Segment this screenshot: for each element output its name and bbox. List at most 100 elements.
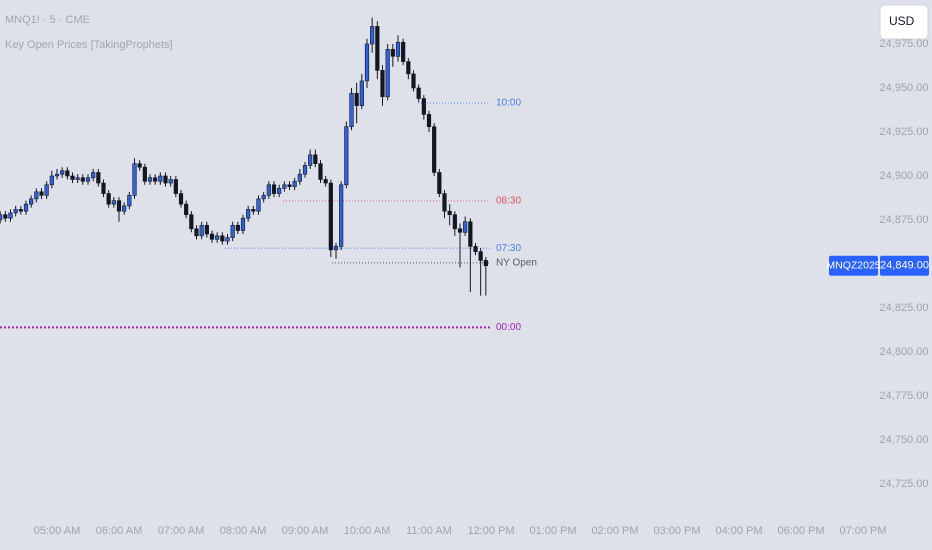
- candle-body: [44, 184, 49, 196]
- candle-body: [246, 209, 251, 219]
- candle-body: [80, 177, 85, 182]
- candle-body: [256, 198, 261, 212]
- candle-body: [137, 163, 142, 168]
- candle-body: [106, 193, 111, 205]
- candle-body: [282, 184, 287, 189]
- candle-body: [225, 237, 230, 242]
- level-label: NY Open: [496, 258, 537, 269]
- price-label: 24,849.00: [880, 260, 929, 272]
- candle-body: [60, 170, 65, 175]
- candle-body: [266, 184, 271, 196]
- candle-body: [426, 114, 432, 128]
- candle-body: [442, 193, 447, 212]
- candle-body: [401, 41, 406, 62]
- candle-body: [23, 203, 29, 212]
- x-tick-label: 09:00 AM: [282, 525, 328, 537]
- level-label: 00:00: [496, 322, 521, 333]
- price-tag: [880, 255, 929, 276]
- candle-body: [184, 203, 189, 215]
- candle-body: [380, 70, 385, 98]
- candle-body: [395, 41, 401, 57]
- candle-body: [483, 260, 488, 267]
- candle-body: [297, 173, 302, 182]
- y-tick-label: 24,725.00: [880, 478, 929, 490]
- x-tick-label: 11:00 AM: [406, 525, 452, 537]
- candle-body: [163, 175, 168, 184]
- candle-body: [111, 200, 116, 205]
- candle-body: [153, 177, 158, 182]
- candle-body: [3, 214, 8, 219]
- candle-body: [49, 175, 54, 186]
- candle-body: [292, 180, 297, 187]
- candle-body: [437, 172, 442, 194]
- candle-body: [308, 154, 313, 166]
- candle-body: [199, 224, 204, 237]
- x-tick-label: 12:00 PM: [467, 525, 514, 537]
- x-tick-label: 06:00 PM: [777, 525, 824, 537]
- candle-body: [96, 172, 101, 184]
- candle-body: [421, 98, 426, 115]
- candle-body: [452, 214, 457, 230]
- y-tick-label: 24,925.00: [880, 126, 929, 138]
- candle-body: [127, 195, 132, 207]
- candle-body: [230, 224, 235, 238]
- candle-body: [354, 92, 359, 106]
- y-tick-label: 24,875.00: [880, 214, 929, 226]
- candle-body: [158, 175, 163, 182]
- candle-body: [18, 209, 23, 212]
- candle-body: [13, 209, 18, 214]
- candle-body: [432, 126, 437, 173]
- currency-label[interactable]: USD: [889, 14, 915, 28]
- candle-body: [240, 217, 246, 231]
- level-label: 08:30: [496, 196, 521, 207]
- x-tick-label: 06:00 AM: [96, 525, 142, 537]
- candle-body: [8, 212, 13, 219]
- candle-body: [323, 179, 328, 184]
- x-tick-label: 07:00 AM: [158, 525, 204, 537]
- currency-button[interactable]: [879, 4, 929, 40]
- candle-body: [204, 224, 209, 235]
- candle-body: [209, 233, 215, 240]
- level-label: 10:00: [496, 98, 521, 109]
- candle-body: [29, 198, 34, 205]
- candle-body: [333, 246, 339, 251]
- candle-body: [220, 235, 225, 242]
- candle-body: [375, 26, 380, 71]
- x-tick-label: 01:00 PM: [529, 525, 576, 537]
- candle-body: [406, 61, 411, 75]
- candle-body: [385, 48, 390, 98]
- candle-body: [116, 200, 122, 212]
- candle-body: [122, 205, 127, 212]
- candle-body: [178, 193, 184, 205]
- candle-body: [39, 191, 44, 196]
- candle-body: [473, 246, 478, 252]
- y-tick-label: 24,975.00: [880, 38, 929, 50]
- candle-body: [287, 184, 292, 187]
- candle-body: [339, 184, 344, 247]
- candle-body: [147, 177, 153, 182]
- candle-body: [34, 191, 39, 200]
- y-tick-label: 24,900.00: [880, 170, 929, 182]
- candle-body: [132, 163, 137, 196]
- symbol-tag: [829, 255, 878, 276]
- candle-body: [457, 228, 463, 233]
- candle-body: [364, 43, 370, 82]
- x-tick-label: 02:00 PM: [591, 525, 638, 537]
- candle-body: [101, 182, 106, 194]
- y-tick-label: 24,825.00: [880, 302, 929, 314]
- indicator-name: Key Open Prices [TakingProphets]: [5, 39, 173, 51]
- candle-body: [251, 209, 256, 212]
- candle-body: [65, 170, 70, 177]
- candle-body: [54, 173, 60, 177]
- y-tick-label: 24,775.00: [880, 390, 929, 402]
- candle-body: [411, 73, 416, 89]
- candle-body: [370, 26, 375, 45]
- candle-body: [318, 163, 323, 180]
- candle-body: [194, 228, 199, 237]
- candle-body: [189, 214, 194, 230]
- x-tick-label: 03:00 PM: [653, 525, 700, 537]
- candle-body: [463, 221, 468, 233]
- x-tick-label: 10:00 AM: [344, 525, 390, 537]
- candle-body: [168, 179, 173, 184]
